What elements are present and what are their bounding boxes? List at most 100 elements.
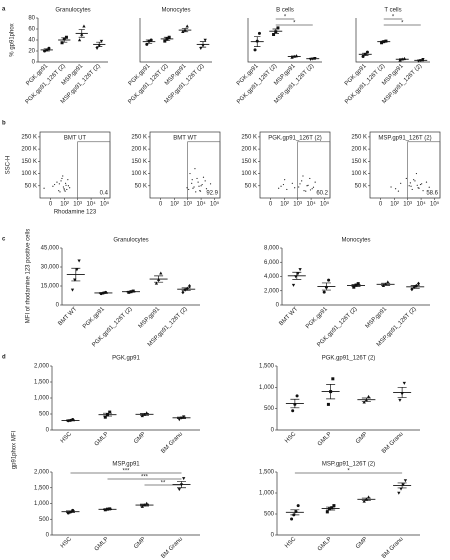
x-tick-label: 10⁴ [306, 201, 316, 208]
chart-title: PGK.gp91 [112, 356, 140, 362]
event-point [188, 188, 190, 191]
data-point [154, 281, 159, 285]
error-bar [66, 419, 75, 422]
event-point [53, 183, 56, 186]
data-point [159, 271, 163, 275]
data-point [326, 402, 330, 406]
chart-title: PGK.gp91_126T (2) [322, 356, 376, 362]
event-point [61, 177, 63, 180]
y-tick-label: 500 [264, 406, 275, 412]
y-tick-label: 50 K [355, 183, 367, 189]
x-tick-label: BM Granu [160, 431, 184, 455]
event-point [186, 187, 188, 189]
x-tick-label: GMP [133, 431, 147, 445]
gate-percentage: 92.9 [206, 191, 218, 197]
x-tick-label: GMLP [94, 431, 110, 447]
event-point [198, 185, 200, 187]
data-point [145, 42, 149, 46]
event-point [301, 180, 303, 182]
x-tick-label: PGK.gp91 [305, 306, 329, 330]
error-bar [326, 383, 336, 400]
event-point [409, 182, 411, 184]
significance-label: * [284, 15, 287, 21]
y-tick-label: 2,000 [264, 288, 280, 294]
x-tick-label: GMP [133, 536, 147, 550]
error-bar [140, 413, 149, 416]
y-tick-label: 1,500 [34, 485, 50, 491]
data-point [366, 394, 371, 398]
event-point [67, 185, 70, 187]
chart-title: PGK.gp91_126T (2) [268, 136, 322, 142]
x-tick-label: HSC [284, 431, 298, 445]
event-point [59, 191, 61, 193]
event-point [56, 181, 58, 183]
y-tick-label: 40 [28, 38, 35, 44]
event-point [63, 188, 65, 190]
y-tick-label: 1,500 [259, 364, 275, 370]
data-point [177, 488, 181, 492]
data-point [403, 479, 408, 483]
x-tick-label: BMT WT [57, 306, 78, 327]
event-point [197, 181, 199, 183]
x-tick-label: 10⁴ [196, 201, 206, 208]
error-bar [410, 285, 420, 289]
data-point [99, 39, 104, 43]
event-point [397, 190, 400, 192]
data-point [182, 477, 186, 481]
y-tick-label: 1,000 [259, 491, 275, 497]
axes [355, 18, 430, 63]
error-bar [126, 290, 136, 293]
panel-label: d [2, 355, 6, 361]
x-tick-label: 0 [379, 202, 383, 208]
y-tick-label: 1,500 [259, 470, 275, 476]
data-point [290, 517, 294, 521]
data-point [327, 278, 331, 282]
axes [276, 366, 420, 431]
x-tick-label: 10⁵ [430, 201, 440, 208]
y-tick-label: 100 K [351, 171, 367, 177]
event-point [193, 186, 195, 188]
error-bar [290, 398, 300, 409]
data-point [95, 47, 99, 51]
x-tick-label: 0 [49, 202, 53, 208]
y-tick-label: 50 K [25, 183, 37, 189]
error-bar [181, 287, 191, 291]
x-tick-label: 10² [390, 202, 399, 208]
chart-title: MSP.gp91_126T (2) [322, 462, 375, 468]
gate [77, 141, 111, 199]
significance-label: * [392, 15, 395, 21]
gate-percentage: 60.2 [316, 191, 328, 197]
significance-label: *** [141, 475, 149, 481]
axes [61, 248, 200, 306]
y-tick-label: 1,000 [34, 501, 50, 507]
x-tick-label: 10⁵ [320, 201, 330, 208]
error-bar [140, 503, 149, 507]
x-tick-label: BM Granu [381, 431, 405, 455]
x-tick-label: 0 [159, 202, 163, 208]
event-point [202, 176, 205, 178]
event-point [63, 189, 65, 191]
axes [139, 18, 212, 63]
y-tick-label: 1,000 [34, 396, 50, 402]
data-point [199, 47, 203, 51]
event-point [303, 190, 305, 192]
x-tick-label: 10² [170, 202, 179, 208]
x-tick-label: 10² [60, 202, 69, 208]
event-point [416, 184, 418, 186]
event-point [428, 186, 430, 188]
event-point [60, 180, 62, 182]
y-tick-label: 50 K [245, 183, 257, 189]
event-point [419, 183, 422, 186]
significance-label: * [347, 469, 350, 475]
event-point [312, 186, 315, 188]
y-tick-label: 200 K [241, 147, 257, 153]
data-point [398, 398, 402, 402]
chart-title: T cells [384, 8, 401, 14]
event-point [205, 188, 208, 190]
y-tick-label: 0 [271, 428, 275, 434]
event-point [314, 181, 316, 183]
y-tick-label: 250 K [351, 134, 367, 140]
data-point [366, 495, 371, 499]
y-tick-label: 30,000 [41, 265, 60, 271]
y-tick-label: 6,000 [264, 260, 280, 266]
